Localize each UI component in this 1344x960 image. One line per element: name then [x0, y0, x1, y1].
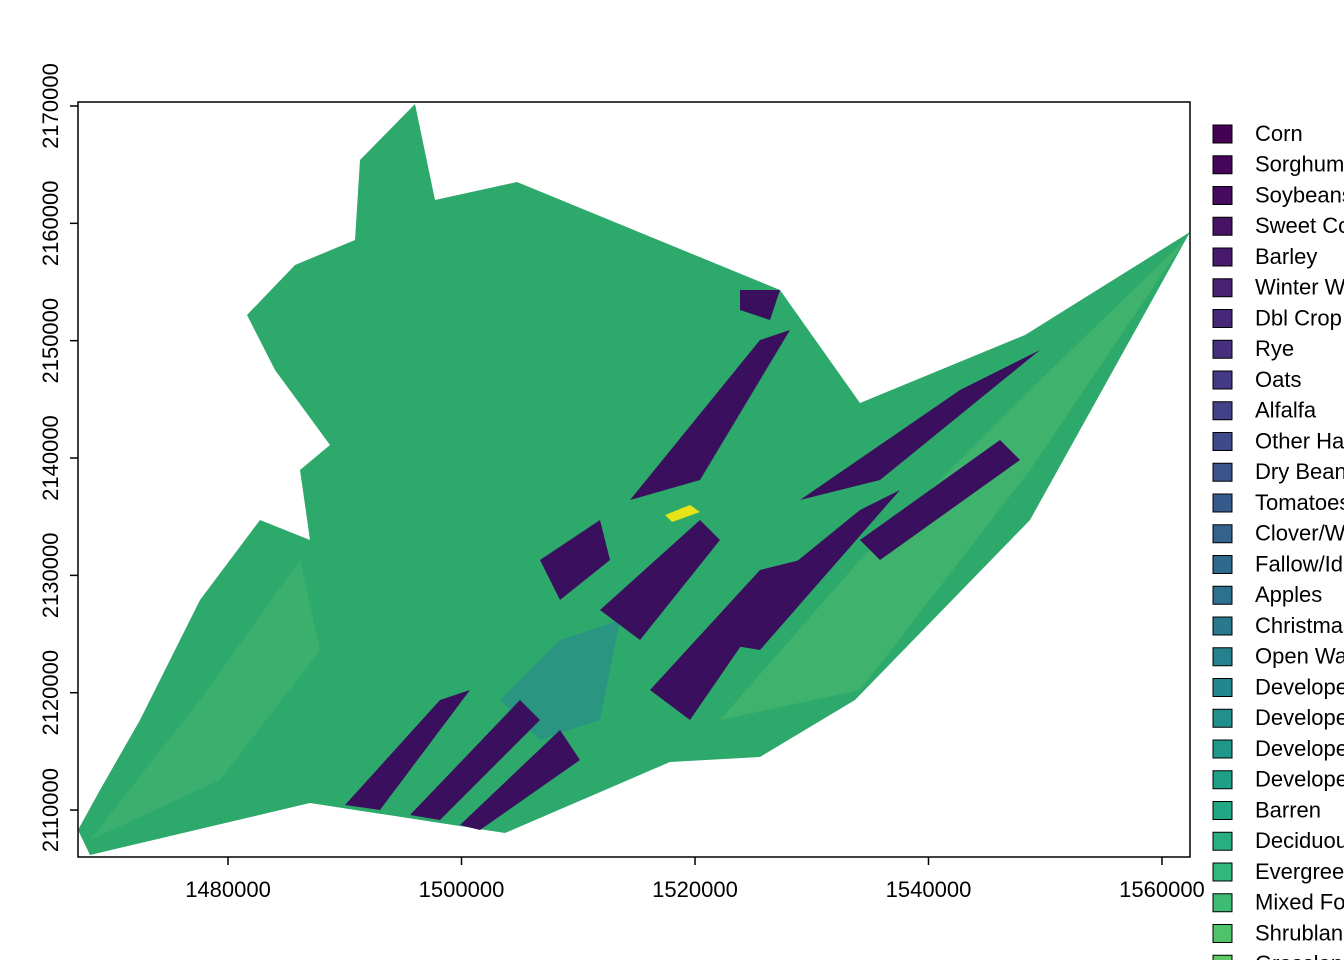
x-tick-label: 1560000 — [1119, 877, 1205, 902]
x-tick-label: 1520000 — [652, 877, 738, 902]
legend-label: Other Hay/Non Alfalfa — [1255, 428, 1344, 453]
streak — [600, 520, 720, 640]
legend-label: Mixed Forest — [1255, 890, 1344, 915]
legend-swatch — [1212, 739, 1233, 759]
legend-swatch — [1212, 401, 1233, 421]
legend-swatch — [1212, 555, 1233, 574]
y-tick-label: 2140000 — [38, 415, 63, 501]
legend-swatch — [1212, 247, 1233, 267]
y-tick-label: 2110000 — [38, 768, 63, 852]
legend-swatch — [1212, 124, 1233, 144]
yellow-patch — [665, 505, 700, 522]
legend-label: Developed/Open Space — [1255, 674, 1344, 699]
legend-swatch — [1212, 216, 1233, 236]
legend-swatch — [1212, 924, 1233, 943]
legend-swatch — [1212, 770, 1233, 790]
legend-label: Fallow/Idle Cropland — [1255, 551, 1344, 576]
legend-label: Tomatoes — [1255, 490, 1344, 515]
x-tick-label: 1540000 — [886, 877, 972, 902]
streak — [630, 330, 790, 500]
streak — [740, 290, 780, 320]
plot-frame — [77, 101, 1191, 858]
legend-swatch — [1212, 309, 1233, 328]
legend-swatch — [1212, 954, 1233, 960]
legend-label: Apples — [1255, 582, 1322, 607]
legend-swatch — [1212, 462, 1233, 482]
legend-label: Barren — [1255, 797, 1321, 822]
streak — [460, 730, 580, 830]
legend-label: Rye — [1255, 336, 1294, 361]
legend-swatch — [1212, 862, 1233, 882]
legend-label: Developed/Med Intensity — [1255, 736, 1344, 761]
legend-label: Oats — [1255, 367, 1301, 392]
streak — [540, 520, 610, 600]
legend: Corn Sorghum Soybeans Sweet Corn Barley Winte… — [1212, 121, 1344, 960]
legend-label: Alfalfa — [1255, 398, 1317, 423]
y-tick-label: 2130000 — [38, 533, 63, 619]
legend-label: Christmas Trees — [1255, 613, 1344, 638]
legend-label: Evergreen Forest — [1255, 859, 1344, 884]
light-patch — [90, 560, 320, 840]
legend-label: Sorghum — [1255, 152, 1344, 177]
legend-swatch — [1212, 278, 1233, 298]
legend-swatch — [1212, 432, 1233, 451]
y-tick-label: 2120000 — [38, 650, 63, 736]
legend-label: Barley — [1255, 244, 1317, 269]
legend-swatch — [1212, 647, 1233, 667]
legend-swatch — [1212, 801, 1233, 820]
legend-label: Shrubland — [1255, 920, 1344, 945]
x-tick-label: 1500000 — [419, 877, 505, 902]
legend-swatch — [1212, 616, 1233, 636]
legend-label: Dry Beans — [1255, 459, 1344, 484]
legend-label: Clover/Wildflowers — [1255, 521, 1344, 546]
y-tick-label: 2160000 — [38, 181, 63, 267]
legend-label: Sweet Corn — [1255, 213, 1344, 238]
streak — [860, 440, 1020, 560]
legend-swatch — [1212, 708, 1233, 728]
legend-label: Open Water — [1255, 644, 1344, 669]
y-tick-label: 2150000 — [38, 298, 63, 384]
legend-swatch — [1212, 370, 1233, 390]
x-tick-label: 1480000 — [185, 877, 271, 902]
legend-label: Grassland/Pasture — [1255, 951, 1344, 960]
legend-swatch — [1212, 524, 1233, 544]
legend-label: Deciduous Forest — [1255, 828, 1344, 853]
legend-label: Developed/Low Intensity — [1255, 705, 1344, 730]
axes: 1480000 1500000 1520000 1540000 1560000 21100… — [38, 63, 1205, 902]
legend-label: Winter Wheat — [1255, 275, 1344, 300]
legend-label: Corn — [1255, 121, 1303, 146]
region-base — [78, 104, 1190, 855]
crop-streaks — [345, 290, 1040, 830]
streak — [700, 490, 900, 650]
legend-label: Developed/High Intensity — [1255, 767, 1344, 792]
legend-swatch — [1212, 893, 1233, 913]
legend-swatch — [1212, 339, 1233, 359]
legend-swatch — [1212, 678, 1233, 697]
streak — [345, 690, 470, 810]
streak — [800, 350, 1040, 500]
legend-swatch — [1212, 585, 1233, 605]
streak — [410, 700, 540, 820]
legend-swatch — [1212, 155, 1233, 175]
raster — [78, 104, 1190, 855]
legend-label: Dbl Crop WinWht/Soybeans — [1255, 305, 1344, 330]
legend-swatch — [1212, 493, 1233, 513]
legend-swatch — [1212, 186, 1233, 205]
y-tick-label: 2170000 — [38, 63, 63, 149]
legend-swatch — [1212, 831, 1233, 851]
legend-label: Soybeans — [1255, 182, 1344, 207]
